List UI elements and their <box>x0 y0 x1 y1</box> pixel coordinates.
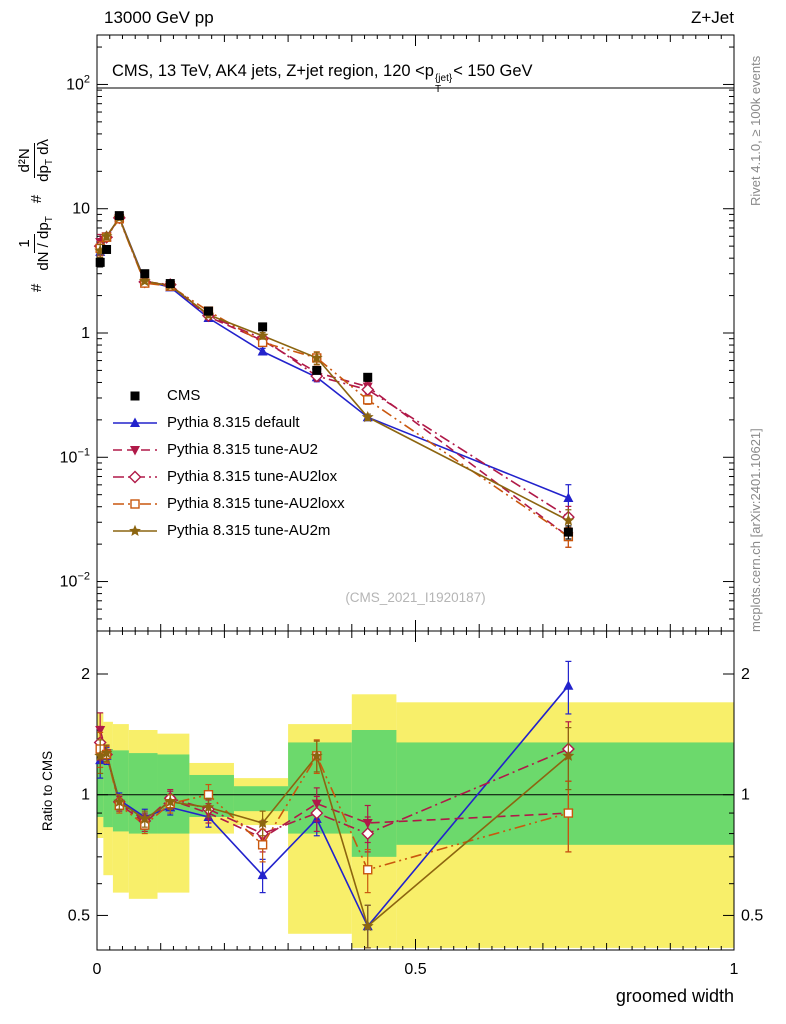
pt-superscript: {jet} <box>434 73 453 84</box>
pt-subscript: T <box>434 83 442 95</box>
ratio-y-tick-label-right: 2 <box>741 666 750 683</box>
legend-marker-pythia-tune-au2 <box>113 445 157 455</box>
ratio-panel-series <box>93 660 575 949</box>
x-tick-label: 0.5 <box>404 961 426 978</box>
legend-item-cms: CMS <box>112 382 345 409</box>
ratio-line-pythia-tune-au2lox <box>99 742 569 835</box>
legend-label-pythia-default: Pythia 8.315 default <box>167 414 300 431</box>
band-green <box>97 749 104 817</box>
main-panel-series <box>93 211 575 548</box>
frac2-den-sub: T <box>44 159 55 166</box>
legend-marker-pythia-tune-au2loxx <box>113 498 157 509</box>
main-y-tick-label: 10−1 <box>60 446 90 466</box>
legend-item-pythia-tune-au2: Pythia 8.315 tune-AU2 <box>112 436 345 463</box>
tick-labels: 102 10 1 10−1 10−2 0.5 0.5 1 1 2 2 0 0.5 1 <box>60 73 764 978</box>
analysis-id-watermark: (CMS_2021_I1920187) <box>345 590 486 605</box>
frac1-den-sub: T <box>44 216 55 223</box>
legend-marker-pythia-default <box>113 417 157 427</box>
plot-title-text-end: < 150 GeV <box>453 62 533 80</box>
frac1-den-text: dN / dp <box>35 222 52 271</box>
x-tick-label: 0 <box>93 961 102 978</box>
x-tick-label: 1 <box>730 961 739 978</box>
band-green <box>351 730 397 857</box>
legend-label-cms: CMS <box>167 387 201 404</box>
x-axis-label: groomed width <box>615 986 734 1006</box>
main-y-tick-label: 10 <box>72 201 90 218</box>
main-y-axis-label: # 1 dN / dpT # d²N dpT dλ <box>16 30 56 292</box>
hash-symbol: # <box>27 283 45 292</box>
ratio-y-tick-label: 1 <box>81 787 90 804</box>
beam-energy-label: 13000 GeV pp <box>104 8 214 27</box>
axis-ticks <box>96 35 735 950</box>
legend-label-pythia-tune-au2: Pythia 8.315 tune-AU2 <box>167 441 318 458</box>
frac2-den-text-end: dλ <box>35 139 52 160</box>
ratio-line-pythia-tune-au2m <box>99 751 569 928</box>
band-green <box>233 786 289 812</box>
plot-title: CMS, 13 TeV, AK4 jets, Z+jet region, 120… <box>112 62 736 95</box>
legend-item-pythia-default: Pythia 8.315 default <box>112 409 345 436</box>
legend-marker-pythia-tune-au2lox <box>113 470 157 483</box>
band-green <box>103 749 113 828</box>
band-green <box>157 754 190 834</box>
main-line-pythia-tune-au2loxx <box>99 217 569 538</box>
frac2-numerator: d²N <box>16 143 35 178</box>
legend-marker-cms <box>130 391 140 400</box>
rivet-version-note: Rivet 4.1.0, ≥ 100k events <box>748 55 763 206</box>
frac2-denominator: dpT dλ <box>35 137 56 184</box>
legend-label-pythia-tune-au2lox: Pythia 8.315 tune-AU2lox <box>167 468 338 485</box>
legend-label-pythia-tune-au2loxx: Pythia 8.315 tune-AU2loxx <box>167 495 345 512</box>
hash-symbol-2: # <box>27 194 45 204</box>
legend: CMS Pythia 8.315 default Pythia 8.315 tune… <box>112 382 345 544</box>
main-y-tick-label: 10−2 <box>60 571 90 591</box>
main-y-tick-label: 102 <box>66 73 90 93</box>
differential-fraction: d²N dpT dλ <box>16 137 56 184</box>
legend-item-pythia-tune-au2lox: Pythia 8.315 tune-AU2lox <box>112 463 345 490</box>
legend-item-pythia-tune-au2loxx: Pythia 8.315 tune-AU2loxx <box>112 490 345 517</box>
main-line-pythia-tune-au2m <box>99 216 569 522</box>
mcplots-arxiv-note: mcplots.cern.ch [arXiv:2401.10621] <box>748 428 763 632</box>
normalization-fraction: 1 dN / dpT <box>16 214 56 272</box>
legend-marker-pythia-tune-au2m <box>113 524 157 536</box>
frac2-den-text: dp <box>35 165 52 182</box>
ratio-y-axis-label: Ratio to CMS <box>40 750 55 832</box>
plot-title-text: CMS, 13 TeV, AK4 jets, Z+jet region, 120… <box>112 62 434 80</box>
legend-item-pythia-tune-au2m: Pythia 8.315 tune-AU2m <box>112 517 345 544</box>
ratio-y-tick-label-right: 1 <box>741 787 750 804</box>
pt-jet-supsub: {jet} T <box>434 73 453 95</box>
main-y-tick-label: 1 <box>81 325 90 342</box>
ratio-y-tick-label: 0.5 <box>68 907 90 924</box>
process-label: Z+Jet <box>691 8 734 27</box>
frac1-numerator: 1 <box>16 234 35 253</box>
legend-label-pythia-tune-au2m: Pythia 8.315 tune-AU2m <box>167 522 331 539</box>
frac1-denominator: dN / dpT <box>35 214 56 272</box>
ratio-y-tick-label-right: 0.5 <box>741 907 763 924</box>
ratio-y-tick-label: 2 <box>81 666 90 683</box>
